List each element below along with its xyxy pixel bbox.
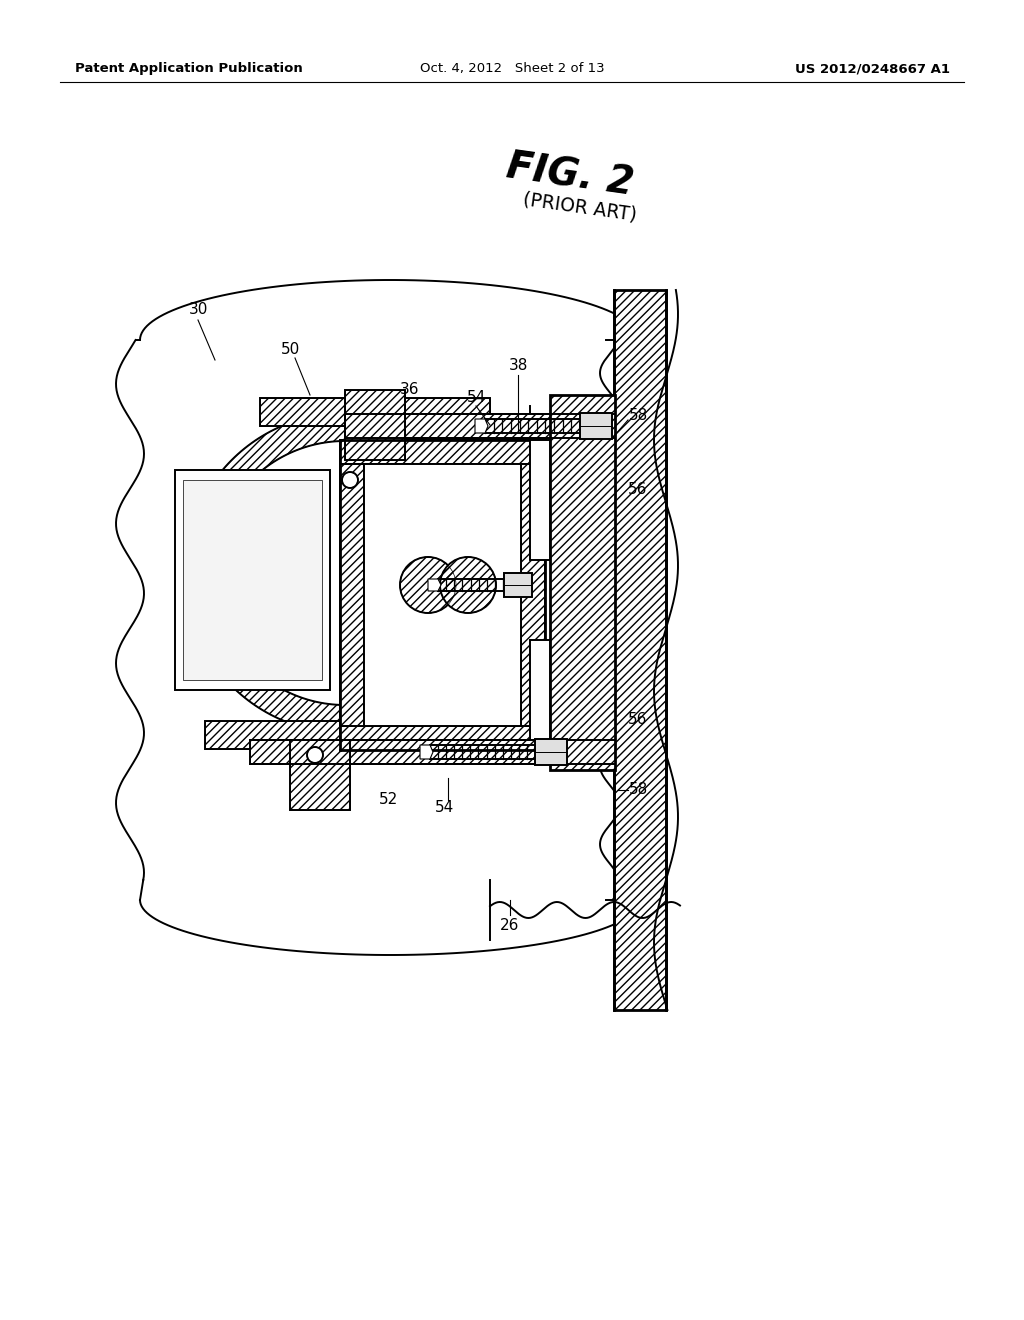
- Polygon shape: [475, 418, 488, 433]
- Polygon shape: [428, 579, 441, 591]
- Bar: [205, 721, 485, 748]
- Polygon shape: [580, 413, 612, 440]
- Bar: [521, 465, 545, 726]
- Polygon shape: [185, 413, 355, 733]
- Bar: [290, 741, 350, 810]
- Text: 26: 26: [501, 917, 520, 932]
- Bar: [340, 465, 364, 726]
- Bar: [550, 395, 615, 770]
- Text: 30: 30: [188, 302, 208, 318]
- Text: 56: 56: [629, 713, 648, 727]
- Bar: [340, 440, 545, 465]
- Bar: [345, 389, 406, 459]
- Text: 58: 58: [629, 783, 647, 797]
- Text: 36: 36: [400, 383, 420, 397]
- Bar: [345, 414, 614, 438]
- Text: 50: 50: [281, 342, 300, 358]
- Bar: [340, 726, 545, 750]
- Text: (PRIOR ART): (PRIOR ART): [522, 190, 638, 224]
- Circle shape: [307, 747, 323, 763]
- Polygon shape: [420, 744, 433, 759]
- Text: FIG. 2: FIG. 2: [504, 148, 636, 203]
- Bar: [340, 726, 545, 750]
- Polygon shape: [535, 739, 567, 766]
- Bar: [290, 741, 350, 810]
- Circle shape: [440, 557, 496, 612]
- Bar: [521, 465, 545, 726]
- Text: 52: 52: [379, 792, 397, 808]
- Text: 58: 58: [629, 408, 647, 424]
- Bar: [550, 395, 615, 770]
- Bar: [614, 290, 666, 1010]
- Text: 54: 54: [435, 800, 455, 816]
- Bar: [340, 465, 364, 726]
- Bar: [614, 290, 666, 1010]
- Text: Patent Application Publication: Patent Application Publication: [75, 62, 303, 75]
- Bar: [345, 389, 406, 459]
- Circle shape: [400, 557, 456, 612]
- Circle shape: [342, 473, 358, 488]
- Bar: [250, 741, 614, 764]
- Bar: [364, 465, 521, 726]
- Bar: [260, 399, 490, 426]
- Bar: [183, 480, 322, 680]
- Bar: [345, 414, 614, 438]
- Bar: [530, 640, 550, 741]
- Bar: [260, 399, 490, 426]
- Polygon shape: [504, 573, 532, 597]
- Bar: [250, 741, 614, 764]
- Bar: [340, 440, 545, 465]
- Bar: [205, 721, 485, 748]
- Text: 38: 38: [508, 358, 527, 372]
- Bar: [530, 440, 550, 560]
- Text: 54: 54: [466, 391, 485, 405]
- Text: 56: 56: [629, 483, 648, 498]
- Bar: [175, 470, 330, 690]
- Text: Oct. 4, 2012   Sheet 2 of 13: Oct. 4, 2012 Sheet 2 of 13: [420, 62, 604, 75]
- Text: US 2012/0248667 A1: US 2012/0248667 A1: [795, 62, 950, 75]
